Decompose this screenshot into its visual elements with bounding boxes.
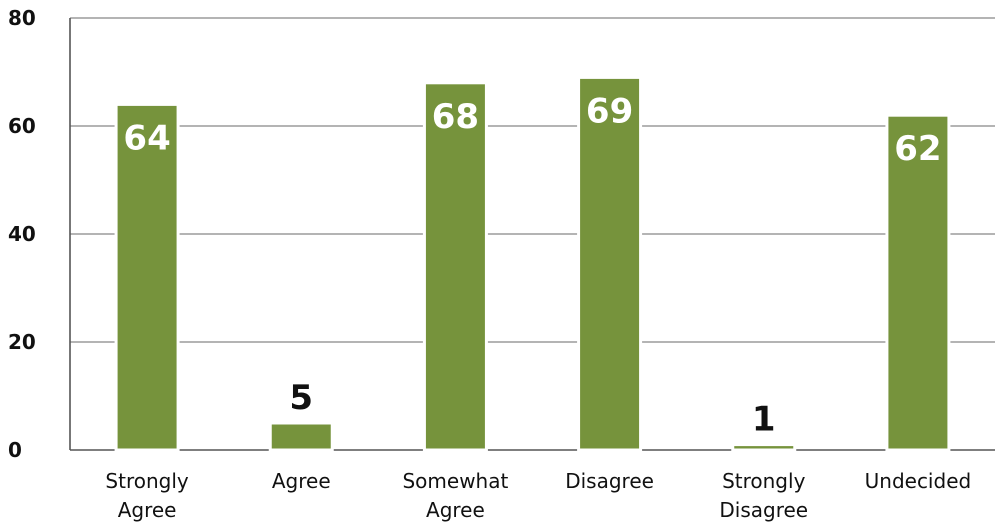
data-labels: 64 5 68 69 1 62 [123, 91, 941, 439]
bar [731, 443, 797, 452]
y-tick-label: 20 [8, 330, 36, 354]
x-tick-label: Somewhat Agree [402, 469, 508, 522]
bars [114, 75, 951, 452]
data-label: 62 [894, 129, 941, 169]
x-tick-label: Strongly Disagree [719, 469, 808, 522]
gridlines [69, 17, 995, 451]
data-label: 64 [123, 118, 170, 158]
x-tick-label: Disagree [565, 469, 654, 493]
bar [422, 81, 488, 452]
y-tick-label: 60 [8, 114, 36, 138]
bar [577, 75, 643, 452]
y-axis-ticks: 0 20 40 60 80 [8, 6, 36, 462]
data-label: 5 [289, 378, 313, 418]
y-tick-label: 40 [8, 222, 36, 246]
bar [268, 421, 334, 452]
x-axis-ticks: Strongly Agree Agree Somewhat Agree Disagree S… [105, 469, 971, 522]
bar [114, 102, 180, 452]
data-label: 1 [752, 400, 776, 440]
data-label: 69 [586, 91, 633, 131]
y-tick-label: 0 [8, 438, 22, 462]
data-label: 68 [432, 97, 479, 137]
x-tick-label: Agree [272, 469, 331, 493]
x-tick-label: Strongly Agree [105, 469, 188, 522]
x-tick-label: Undecided [865, 469, 972, 493]
y-tick-label: 80 [8, 6, 36, 30]
bar [885, 113, 951, 452]
